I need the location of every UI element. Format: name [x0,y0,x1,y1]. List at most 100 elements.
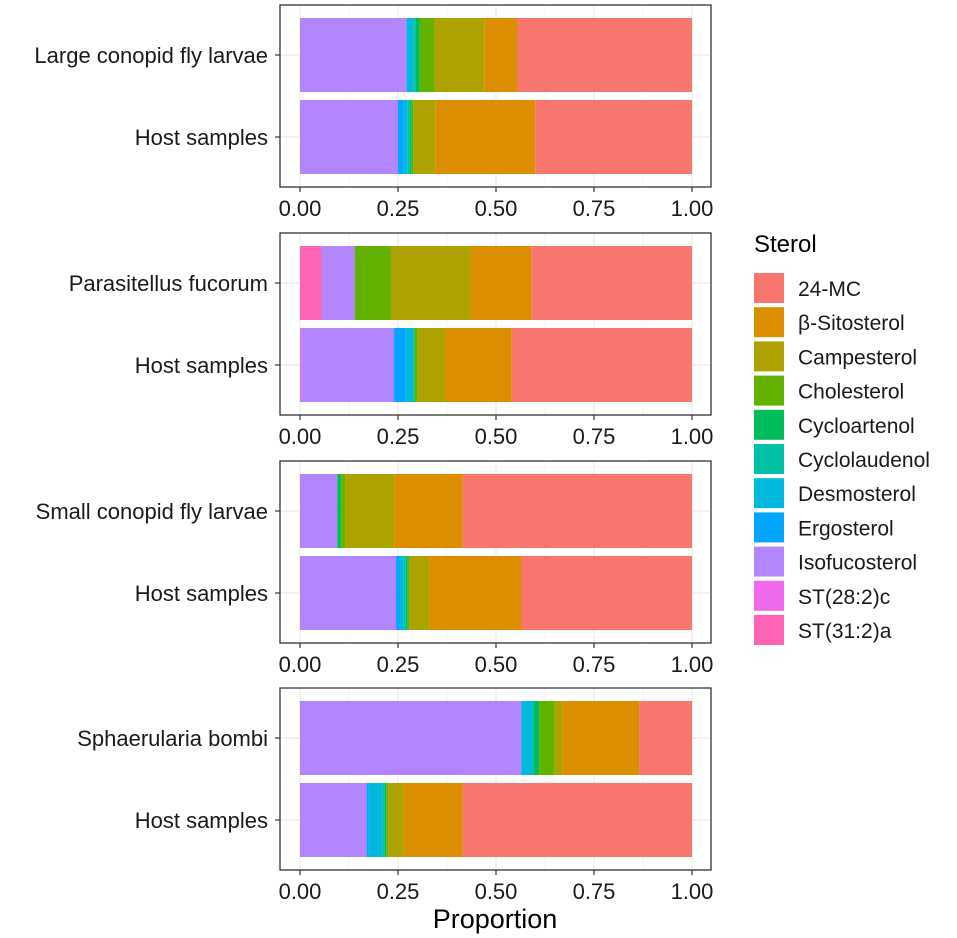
bar-segment-st-28-2-c [300,328,302,402]
x-tick-label: 1.00 [671,879,714,904]
x-tick-label: 0.75 [573,652,616,677]
bar-segment-cycloartenol [533,701,540,775]
bar-host-samples [300,100,692,174]
legend-item-campesterol: Campesterol [754,341,917,372]
panel-2: Parasitellus fucorum Host samples 0.00 0.25… [69,232,714,449]
x-tick-label: 0.50 [475,424,518,449]
bar-segment-24-mc [521,556,692,630]
legend-item-desmosterol: Desmosterol [754,478,916,509]
bar-segment-campesterol [409,556,430,630]
bar-segment-cholesterol [411,100,414,174]
category-label: Large conopid fly larvae [34,43,268,68]
bar-large-conopid-fly-larvae [300,18,692,92]
bar-segment-cholesterol [539,701,555,775]
bar-segment-desmosterol [405,328,414,402]
panels-layer: Large conopid fly larvae Host samples 0.00… [34,4,714,904]
bar-segment-ergosterol [398,100,404,174]
x-tick-label: 0.00 [279,424,322,449]
bar-segment-24-mc [535,100,692,174]
bar-segment-cholesterol [407,556,410,630]
category-label: Small conopid fly larvae [36,499,268,524]
legend-item-isofucosterol: Isofucosterol [754,546,917,577]
x-tick-label: 0.50 [475,196,518,221]
bar-segment-ergosterol [366,783,369,857]
category-label: Host samples [135,808,268,833]
legend-item-cholesterol: Cholesterol [754,375,904,406]
bar-segment-cholesterol [414,328,418,402]
bar-sphaerularia-bombi [300,701,692,775]
legend-key [754,615,784,645]
bar-segment-cycloartenol [409,100,412,174]
x-tick-label: 0.00 [279,196,322,221]
x-tick-label: 0.50 [475,652,518,677]
x-tick-label: 0.50 [475,879,518,904]
x-tick-label: 0.00 [279,652,322,677]
legend-label: Cyclolaudenol [798,449,930,472]
legend-label: ST(31:2)a [798,620,892,643]
bar-segment-cycloartenol [405,556,408,630]
bar-segment-cholesterol [419,18,435,92]
bar-segment-24-mc [639,701,692,775]
legend-key [754,512,784,543]
bar-segment-st-31-2-a [300,246,322,320]
legend-label: Ergosterol [798,517,894,540]
bar-segment-desmosterol [399,556,404,630]
bar-segment-campesterol [413,100,436,174]
x-axis-title: Proportion [433,904,558,934]
bar-segment-sitosterol [429,556,522,630]
legend-key [754,546,784,577]
legend-key [754,409,784,440]
legend-label: 24-MC [798,278,861,301]
legend-key [754,444,784,474]
bar-segment-isofucosterol [300,100,398,174]
bar-segment-sitosterol [470,246,532,320]
legend-item-cyclolaudenol: Cyclolaudenol [754,444,930,474]
bar-segment-24-mc [531,246,692,320]
legend-key [754,341,784,372]
bar-segment-cholesterol [341,474,346,548]
bar-segment-campesterol [417,328,446,402]
bar-segment-isofucosterol [300,18,407,92]
bar-segment-sitosterol [435,100,536,174]
bar-segment-desmosterol [521,701,534,775]
legend: Sterol 24-MC β-Sitosterol Campesterol Chole… [754,231,930,645]
legend-title: Sterol [754,231,817,258]
x-tick-label: 0.25 [377,879,420,904]
bar-segment-isofucosterol [300,556,397,630]
bar-segment-cycloartenol [337,474,342,548]
legend-key [754,580,784,611]
category-label: Sphaerularia bombi [77,726,268,751]
bar-host-samples [300,556,692,630]
bar-parasitellus-fucorum [300,246,692,320]
bar-segment-cycloartenol [413,328,415,402]
bar-segment-sitosterol [562,701,640,775]
x-tick-label: 0.25 [377,652,420,677]
bar-segment-cyclolaudenol [413,18,416,92]
panel-3: Small conopid fly larvae Host samples 0.00… [36,460,713,677]
x-tick-label: 0.75 [573,879,616,904]
legend-key [754,273,784,303]
x-tick-label: 1.00 [671,424,714,449]
bar-segment-cycloartenol [384,783,387,857]
category-label: Host samples [135,125,268,150]
bar-segment-campesterol [434,18,485,92]
legend-label: Cholesterol [798,381,904,404]
bar-host-samples [300,328,692,402]
bar-segment-sitosterol [403,783,463,857]
category-label: Host samples [135,353,268,378]
bar-segment-desmosterol [406,18,414,92]
bar-segment-campesterol [554,701,563,775]
bar-segment-desmosterol [403,100,408,174]
bar-segment-24-mc [511,328,692,402]
bar-segment-isofucosterol [300,474,338,548]
bar-segment-cyclolaudenol [403,556,406,630]
bar-segment-24-mc [517,18,692,92]
legend-item-sitosterol: β-Sitosterol [754,307,905,338]
legend-item-st-31-2-a: ST(31:2)a [754,615,892,645]
bar-segment-cholesterol [354,246,391,320]
bar-segment-ergosterol [396,556,400,630]
bar-segment-sitosterol [484,18,518,92]
bar-segment-isofucosterol [300,701,522,775]
legend-label: ST(28:2)c [798,586,890,609]
